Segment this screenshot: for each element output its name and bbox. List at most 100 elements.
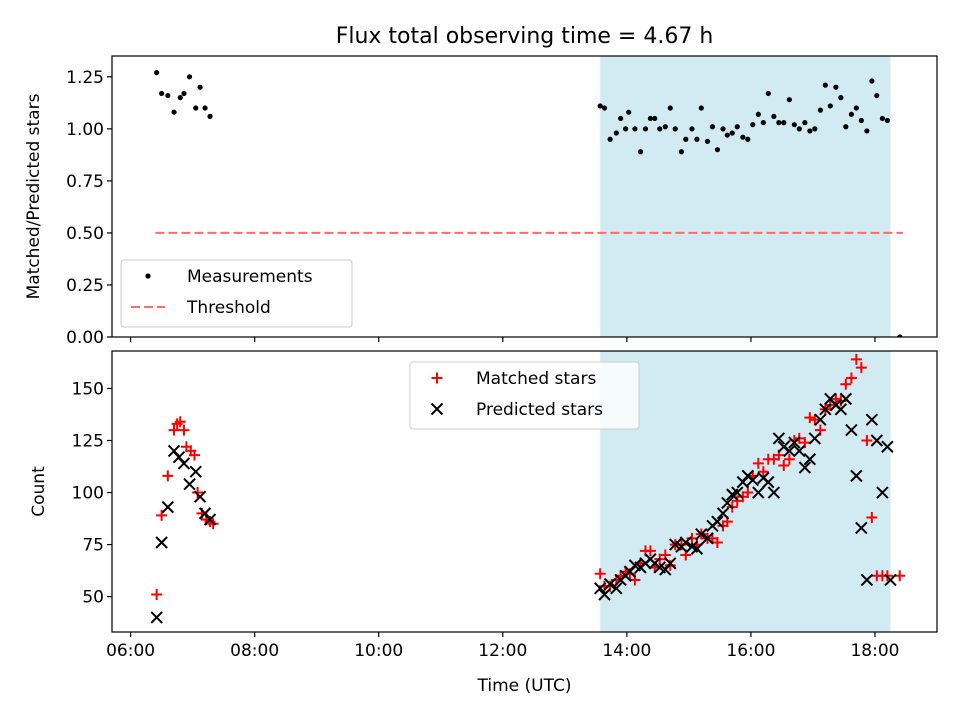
- predicted-star-point: [870, 434, 884, 447]
- measurement-point: [698, 105, 704, 111]
- axes-frame: [111, 55, 938, 338]
- measurement-point: [838, 95, 844, 101]
- predicted-star-point: [793, 444, 806, 458]
- y-tick-label: 1.00: [66, 120, 104, 140]
- y-tick-label: 75: [82, 536, 104, 556]
- predicted-star-point: [664, 557, 677, 570]
- predicted-star-point: [193, 490, 207, 503]
- chart-title: Flux total observing time = 4.67 h: [336, 24, 714, 49]
- measurement-point: [667, 105, 673, 111]
- predicted-star-point: [884, 573, 897, 587]
- measurement-point: [812, 126, 818, 132]
- legend-marker-x: [430, 402, 444, 416]
- matched-star-point: [850, 353, 862, 365]
- predicted-star-point: [701, 532, 714, 545]
- y-tick-label: 100: [72, 484, 104, 504]
- predicted-star-point: [731, 486, 744, 499]
- predicted-star-point: [767, 486, 781, 499]
- predicted-star-point: [183, 478, 196, 491]
- measurement-point: [154, 70, 160, 76]
- predicted-star-point: [772, 432, 786, 445]
- y-tick-label: 0.50: [66, 224, 104, 244]
- x-tick-label: 12:00: [478, 641, 527, 661]
- predicted-star-point: [177, 457, 191, 470]
- observing-window-span: [600, 351, 891, 632]
- predicted-star-point: [189, 465, 202, 478]
- measurement-point: [833, 84, 839, 90]
- x-axis-label: Time (UTC): [477, 676, 572, 696]
- matched-star-point: [788, 435, 800, 447]
- measurement-point: [776, 120, 782, 126]
- measurement-point: [171, 109, 177, 115]
- x-tick-label: 14:00: [602, 641, 651, 661]
- predicted-star-point: [610, 582, 623, 595]
- y-tick-label: 0.25: [66, 276, 104, 296]
- y-tick-label: 1.25: [66, 68, 104, 88]
- legend: Matched stars Predicted stars: [409, 361, 640, 430]
- measurement-point: [802, 120, 808, 126]
- matched-star-point: [711, 536, 723, 548]
- matched-star-point: [809, 414, 821, 426]
- predicted-star-point: [161, 500, 175, 514]
- measurement-point: [618, 115, 624, 122]
- measurement-point: [843, 124, 849, 130]
- measurement-point: [689, 126, 695, 132]
- measurement-point: [647, 115, 654, 122]
- axes-frame: [111, 350, 938, 633]
- x-tick-label: 18:00: [850, 641, 899, 661]
- matched-star-point: [189, 449, 200, 461]
- predicted-star-point: [598, 588, 611, 601]
- matched-star-point: [894, 570, 906, 582]
- predicted-star-point: [746, 473, 759, 487]
- plot-area: [154, 70, 903, 337]
- matched-star-point: [162, 470, 174, 482]
- matched-star-point: [840, 378, 852, 390]
- predicted-star-point: [881, 440, 894, 453]
- predicted-star-point: [711, 515, 724, 528]
- measurement-point: [683, 136, 689, 142]
- matched-star-point: [178, 424, 190, 436]
- predicted-star-point: [876, 486, 889, 499]
- x-tick-label: 06:00: [106, 641, 155, 661]
- ratio-panel: 0.00 0.25 0.50 0.75 1.00 1.25 Measurements Thre…: [66, 55, 938, 348]
- measurement-point: [791, 122, 797, 128]
- measurement-point: [202, 105, 208, 111]
- matched-star-point: [804, 412, 816, 424]
- predicted-star-point: [855, 521, 868, 535]
- measurement-point: [740, 134, 746, 140]
- matched-star-point: [156, 509, 168, 521]
- measurement-point: [637, 149, 644, 155]
- count-panel: 50 75 100 125 150 06:00 08:00 10:00 12:00 14:00 16…: [72, 350, 938, 661]
- predicted-star-point: [716, 507, 730, 520]
- matched-star-point: [731, 495, 743, 507]
- predicted-star-point: [155, 536, 168, 549]
- matched-star-point: [783, 453, 795, 465]
- predicted-star-point: [850, 469, 863, 483]
- measurement-point: [874, 92, 880, 99]
- measurement-point: [678, 149, 685, 155]
- measurement-point: [632, 126, 638, 132]
- measurement-point: [159, 90, 165, 97]
- predicted-star-point: [860, 573, 874, 587]
- measurement-point: [181, 90, 187, 97]
- x-tick-label: 08:00: [230, 641, 279, 661]
- top-y-axis-label: Matched/Predicted stars: [24, 93, 44, 299]
- measurement-point: [597, 103, 603, 109]
- matched-star-point: [752, 457, 764, 469]
- legend-label: Threshold: [186, 298, 271, 318]
- predicted-star-point: [752, 486, 765, 499]
- measurement-point: [642, 126, 649, 132]
- matched-star-point: [168, 424, 180, 436]
- measurement-point: [853, 105, 859, 111]
- measurement-point: [193, 105, 199, 111]
- measurement-point: [652, 115, 658, 122]
- matched-star-point: [845, 372, 857, 384]
- measurement-point: [704, 138, 711, 144]
- measurement-point: [729, 130, 735, 136]
- predicted-star-point: [788, 436, 801, 449]
- measurement-point: [745, 136, 751, 142]
- measurement-point: [626, 109, 632, 115]
- y-tick-label: 0.75: [66, 172, 104, 192]
- measurement-point: [694, 136, 700, 142]
- legend-marker-plus: [431, 372, 443, 384]
